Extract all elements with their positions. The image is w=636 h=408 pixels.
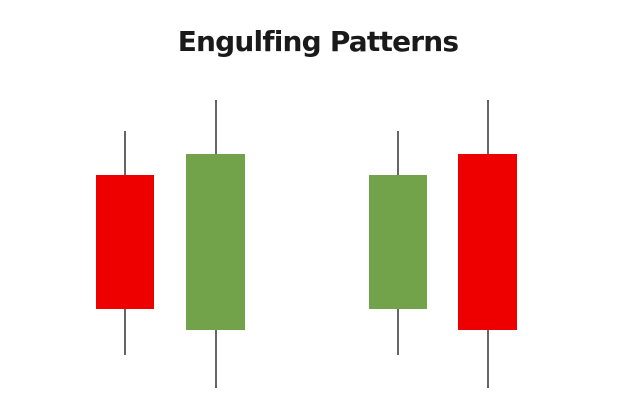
candle-body <box>96 175 154 309</box>
small-bullish-candle <box>369 131 427 355</box>
diagram-title: Engulfing Patterns <box>177 25 459 58</box>
small-bearish-candle <box>96 131 154 355</box>
candle-body <box>458 154 517 330</box>
candle-body <box>369 175 427 309</box>
large-bearish-candle <box>458 100 517 388</box>
large-bullish-candle <box>186 100 245 388</box>
bearish-engulfing-pattern <box>369 100 517 388</box>
bullish-engulfing-pattern <box>96 100 245 388</box>
candle-body <box>186 154 245 330</box>
